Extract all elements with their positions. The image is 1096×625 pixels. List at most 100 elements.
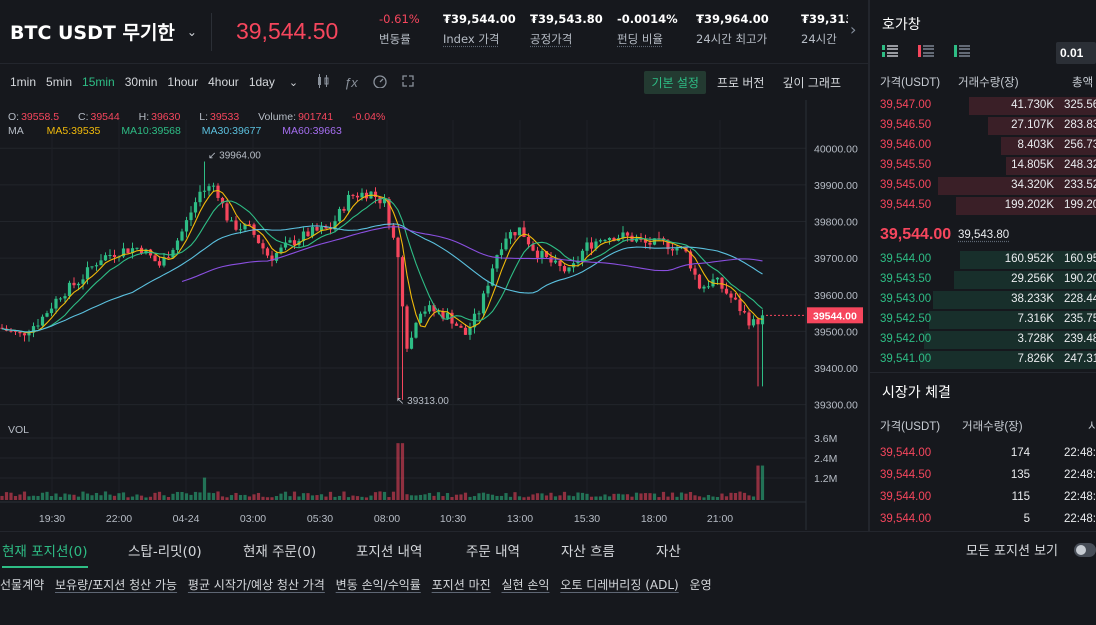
timeframe-4hour[interactable]: 4hour: [208, 75, 239, 89]
volume-bar: [148, 496, 153, 500]
bid-row[interactable]: 39,541.00 7.826K 247.31: [870, 350, 1096, 370]
candle-body: [265, 248, 270, 256]
indicator-icon[interactable]: ƒx: [344, 74, 358, 90]
ask-qty: 27.107K: [1011, 119, 1054, 131]
volume-bar: [4, 492, 9, 500]
ask-row[interactable]: 39,546.50 27.107K 283.83: [870, 116, 1096, 136]
candle-body: [405, 306, 409, 349]
view-pro[interactable]: 프로 버전: [716, 76, 765, 90]
legend-change: -0.04%: [352, 111, 386, 123]
trades-col-qty: 거래수량(장): [962, 421, 1023, 433]
ask-price: 39,545.00: [880, 179, 932, 191]
bid-row[interactable]: 39,542.00 3.728K 239.48: [870, 330, 1096, 350]
stat-label[interactable]: 펀딩 비율: [617, 32, 663, 46]
volume-bar: [760, 465, 765, 500]
tab-stop-limit[interactable]: 스탑-리밋(0): [128, 544, 202, 560]
book-asks-icon[interactable]: [918, 44, 934, 63]
ask-row[interactable]: 39,544.50 199.202K 199.20: [870, 196, 1096, 216]
timeframe-30min[interactable]: 30min: [124, 75, 158, 89]
ask-row[interactable]: 39,547.00 41.730K 325.56: [870, 96, 1096, 116]
candle-body: [540, 251, 544, 258]
chart-toolbar: 1min 5min 15min 30min 1hour 4hour 1day ⌄…: [0, 64, 868, 100]
candle-body: [171, 249, 175, 258]
volume-bar: [40, 492, 45, 500]
chart-canvas[interactable]: 40000.00 39900.00 39800.00 39700.00 39600.00…: [0, 100, 868, 531]
tab-asset-flow[interactable]: 자산 흐름: [561, 544, 615, 560]
candle-body: [756, 319, 760, 325]
tab-position-history[interactable]: 포지션 내역: [356, 544, 423, 560]
chevron-down-icon[interactable]: ⌄: [288, 76, 299, 89]
ask-row[interactable]: 39,545.50 14.805K 248.32: [870, 156, 1096, 176]
bid-qty: 3.728K: [1017, 333, 1054, 345]
col-adl: 오토 디레버리징 (ADL): [560, 578, 679, 592]
bid-row[interactable]: 39,542.50 7.316K 235.75: [870, 310, 1096, 330]
order-book-view-toggles: [882, 44, 970, 63]
stat-value: -0.0014%: [617, 12, 678, 26]
volume-bar: [733, 493, 738, 500]
timeframe-15min[interactable]: 15min: [82, 75, 115, 89]
depth-bar: [1001, 137, 1096, 155]
volume-bar: [540, 493, 544, 500]
price-tick-label: 40000.00: [814, 143, 858, 155]
book-both-icon[interactable]: [882, 44, 898, 63]
ask-row[interactable]: 39,546.00 8.403K 256.73: [870, 136, 1096, 156]
book-bids-icon[interactable]: [954, 44, 970, 63]
tab-open-orders[interactable]: 현재 주문(0): [243, 544, 317, 560]
volume-bar: [130, 496, 135, 500]
volume-bar: [445, 493, 450, 500]
volume-bar: [189, 494, 193, 500]
trade-time: 22:48:: [1064, 469, 1096, 481]
candle-body: [607, 237, 612, 241]
volume-bar: [234, 492, 238, 500]
timeframe-1day[interactable]: 1day: [248, 75, 275, 89]
volume-bar: [702, 497, 706, 500]
volume-bar: [337, 495, 342, 500]
volume-bar: [211, 493, 216, 500]
volume-bar: [333, 496, 337, 500]
trade-qty: 174: [1010, 447, 1030, 459]
volume-bar: [432, 495, 436, 500]
depth-bar: [919, 351, 1096, 369]
bid-row[interactable]: 39,543.00 38.233K 228.44: [870, 290, 1096, 310]
tab-current-positions[interactable]: 현재 포지션(0): [2, 540, 88, 568]
chevron-right-icon[interactable]: ›: [850, 20, 857, 39]
stat-label[interactable]: Index 가격: [443, 32, 500, 46]
volume-bar: [679, 492, 684, 500]
precision-select[interactable]: 0.01: [1056, 42, 1096, 64]
volume-bar: [108, 494, 112, 500]
timeframe-5min[interactable]: 5min: [46, 75, 73, 89]
ma30-line: [1, 223, 763, 333]
timeframe-1min[interactable]: 1min: [10, 75, 37, 89]
candle-body: [99, 260, 103, 266]
volume-bar: [315, 495, 319, 500]
depth-bar: [960, 251, 1096, 269]
chevron-down-icon[interactable]: ⌄: [186, 24, 197, 39]
trade-qty: 135: [1010, 469, 1030, 481]
bid-row[interactable]: 39,543.50 29.256K 190.20: [870, 270, 1096, 290]
volume-bar: [18, 494, 22, 500]
volume-bar: [360, 496, 364, 500]
mid-index-price[interactable]: 39,543.80: [958, 229, 1010, 241]
gauge-icon[interactable]: [372, 74, 388, 91]
candle-body: [238, 229, 243, 231]
view-depth[interactable]: 깊이 그래프: [782, 76, 841, 90]
stat-label[interactable]: 공정가격: [530, 32, 573, 46]
legend-high: H: 39630: [138, 111, 181, 123]
ask-total: 256.73: [1064, 139, 1096, 151]
view-basic[interactable]: 기본 설정: [644, 71, 706, 94]
ask-row[interactable]: 39,545.00 34.320K 233.52: [870, 176, 1096, 196]
candle-body: [135, 247, 139, 249]
tab-order-history[interactable]: 주문 내역: [466, 544, 520, 560]
contract-symbol[interactable]: BTC USDT 무기한: [10, 22, 175, 44]
timeframe-1hour[interactable]: 1hour: [167, 75, 199, 89]
show-all-positions-toggle[interactable]: [1074, 543, 1096, 557]
candlestick-icon[interactable]: [316, 73, 330, 91]
price-chart[interactable]: 40000.00 39900.00 39800.00 39700.00 39600.00…: [0, 100, 868, 530]
volume-bar: [63, 493, 67, 500]
candle-body: [130, 248, 135, 254]
bid-row[interactable]: 39,544.00 160.952K 160.95: [870, 250, 1096, 270]
fullscreen-icon[interactable]: [402, 74, 414, 90]
volume-bar: [576, 492, 580, 500]
tab-assets[interactable]: 자산: [656, 544, 681, 560]
col-size: 보유량/포지션 청산 가능: [55, 578, 178, 592]
